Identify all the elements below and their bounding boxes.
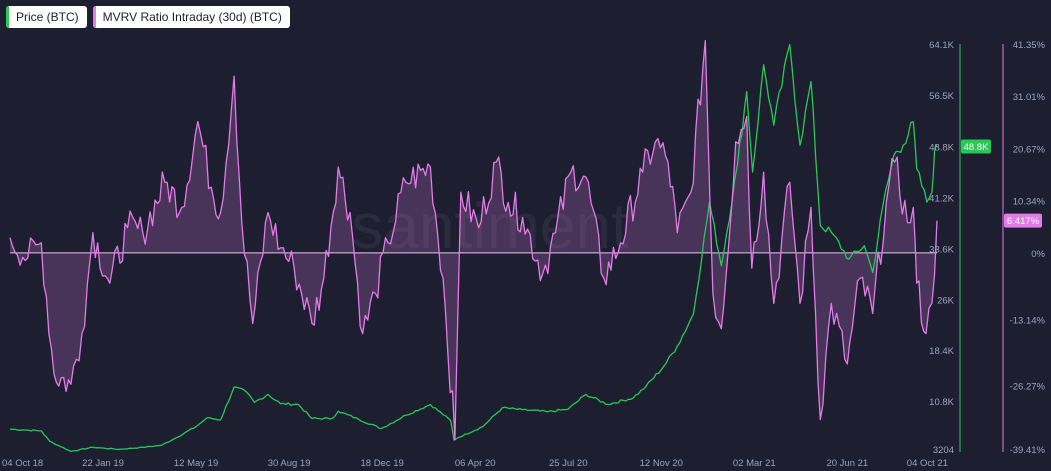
price-tick-label: 64.1K (929, 40, 954, 51)
mvrv-current-value-badge: 6.417% (1007, 216, 1040, 227)
x-tick-label: 12 Nov 20 (640, 458, 683, 469)
legend-label-price: Price (BTC) (16, 10, 79, 24)
mvrv-current-value-badge-bg (1004, 213, 1042, 228)
price-tick-label: 41.2K (929, 193, 954, 204)
mvrv-tick-label: -13.14% (1010, 315, 1046, 326)
mvrv-tick-label: -26.27% (1010, 382, 1046, 393)
price-tick-label: 3204 (933, 445, 954, 456)
mvrv-tick-label: -39.41% (1010, 445, 1046, 456)
legend-label-mvrv: MVRV Ratio Intraday (30d) (BTC) (102, 10, 282, 24)
x-tick-label: 06 Apr 20 (455, 458, 496, 469)
series-layer (9, 40, 938, 453)
chart-legend: Price (BTC) MVRV Ratio Intraday (30d) (B… (6, 6, 290, 28)
x-tick-label: 25 Jul 20 (549, 458, 588, 469)
series-line-mvrv (9, 40, 938, 441)
price-tick-label: 10.8K (929, 397, 954, 408)
legend-swatch-mvrv (92, 6, 96, 28)
price-axis: 64.1K 56.5K 48.8K 41.2K 33.6K 26K 18.4K 10.8K 32… (929, 40, 961, 456)
mvrv-area-fill (10, 40, 937, 440)
legend-item-mvrv[interactable]: MVRV Ratio Intraday (30d) (BTC) (92, 6, 290, 28)
x-tick-label: 12 May 19 (174, 458, 218, 469)
mvrv-tick-label: 31.01% (1013, 92, 1046, 103)
price-current-value-badge-bg (961, 139, 991, 154)
price-tick-label: 26K (937, 295, 955, 306)
mvrv-fill-layer (10, 40, 937, 440)
mvrv-tick-label: 0% (1031, 249, 1045, 260)
mvrv-tick-label: 10.34% (1013, 197, 1046, 208)
current-value-badges: 48.8K 6.417% (961, 139, 1042, 228)
price-tick-label: 56.5K (929, 91, 954, 102)
series-line-price (9, 44, 938, 453)
price-tick-label: 33.6K (929, 244, 954, 255)
price-tick-label: 48.8K (929, 143, 954, 154)
x-tick-label: 02 Mar 21 (733, 458, 776, 469)
mvrv-tick-label: 41.35% (1013, 40, 1046, 51)
price-current-value-badge: 48.8K (964, 142, 989, 153)
mvrv-axis: 41.35% 31.01% 20.67% 10.34% 0% -13.14% -26.27%… (1002, 40, 1046, 456)
legend-swatch-price (6, 6, 9, 28)
x-axis: 04 Oct 18 22 Jan 19 12 May 19 30 Aug 19 18 D… (2, 458, 948, 469)
price-tick-label: 18.4K (929, 346, 954, 357)
x-tick-label: 18 Dec 19 (360, 458, 403, 469)
x-tick-label: 20 Jun 21 (826, 458, 868, 469)
mvrv-tick-label: 20.67% (1013, 144, 1046, 155)
x-tick-label: 22 Jan 19 (82, 458, 124, 469)
x-tick-label: 30 Aug 19 (268, 458, 311, 469)
x-tick-label: 04 Oct 18 (2, 458, 43, 469)
x-tick-label: 04 Oct 21 (907, 458, 948, 469)
legend-item-price[interactable]: Price (BTC) (6, 6, 87, 28)
